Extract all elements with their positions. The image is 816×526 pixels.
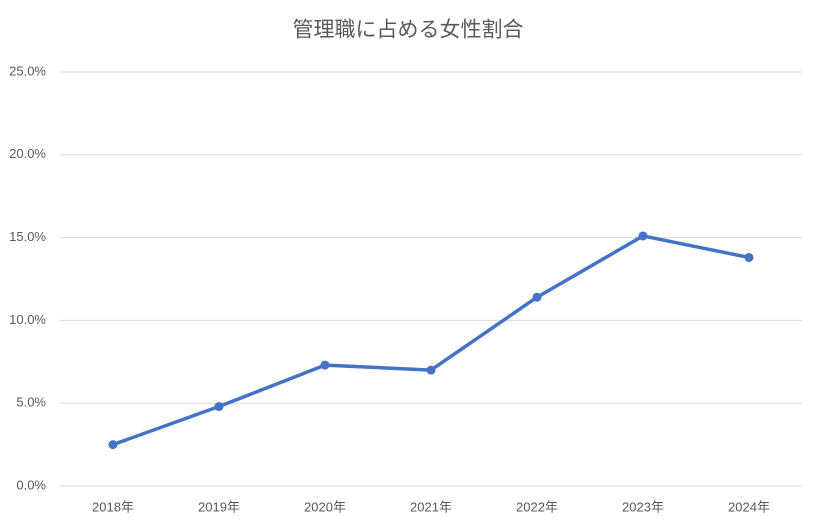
y-tick-label: 15.0% [9,229,46,244]
marker [638,231,648,241]
x-tick-label: 2023年 [622,499,664,514]
marker [108,440,118,450]
marker [214,402,224,412]
marker [426,365,436,375]
chart-title: 管理職に占める女性割合 [293,19,524,42]
marker [532,292,542,302]
x-tick-label: 2024年 [728,499,770,514]
y-tick-label: 10.0% [9,312,46,327]
x-tick-label: 2022年 [516,499,558,514]
x-tick-label: 2019年 [198,499,240,514]
y-tick-label: 20.0% [9,146,46,161]
marker [744,252,754,262]
y-tick-label: 5.0% [16,395,46,410]
y-tick-label: 25.0% [9,63,46,78]
marker [320,360,330,370]
x-tick-label: 2021年 [410,499,452,514]
x-tick-label: 2018年 [92,499,134,514]
y-tick-label: 0.0% [16,477,46,492]
x-tick-label: 2020年 [304,499,346,514]
